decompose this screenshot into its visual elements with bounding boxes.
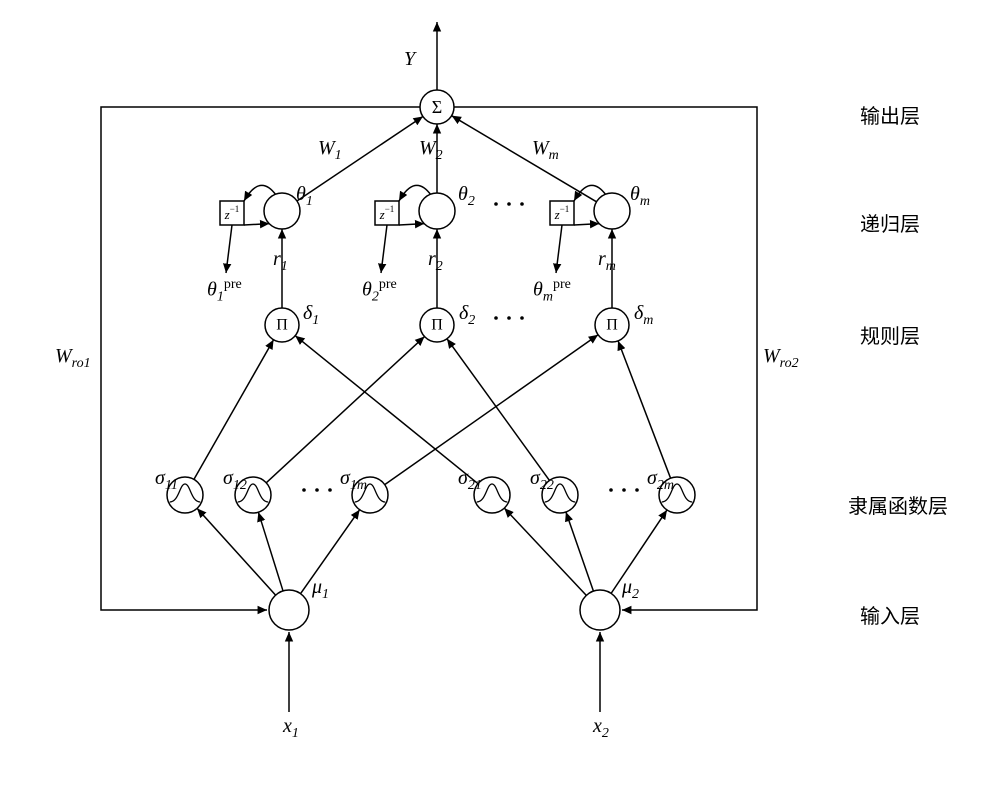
edge-thetapre bbox=[556, 225, 562, 273]
edge bbox=[385, 335, 598, 485]
label-s1m: σ1m bbox=[340, 467, 367, 494]
layer-label-input: 输入层 bbox=[860, 600, 920, 629]
label-d1: δ1 bbox=[303, 302, 319, 329]
node-input1 bbox=[269, 590, 309, 630]
label-s2m: σ2m bbox=[647, 467, 674, 494]
edge-r bbox=[244, 224, 269, 225]
edge bbox=[301, 510, 360, 594]
label-t2pre: θ2pre bbox=[362, 277, 397, 306]
edge-wro1 bbox=[101, 107, 420, 610]
ellipsis-dot bbox=[302, 488, 306, 492]
pi-symbol: Π bbox=[276, 317, 288, 334]
layer-label-membership: 隶属函数层 bbox=[848, 490, 948, 519]
label-Y: Y bbox=[404, 48, 415, 71]
edge bbox=[295, 336, 478, 484]
ellipsis-dot bbox=[507, 316, 511, 320]
ellipsis-dot bbox=[520, 316, 524, 320]
ellipsis-dot bbox=[635, 488, 639, 492]
edge bbox=[194, 340, 274, 480]
node-theta2 bbox=[419, 193, 455, 229]
label-Wro2: Wro2 bbox=[763, 345, 799, 372]
ellipsis-dot bbox=[494, 202, 498, 206]
label-rm: rm bbox=[598, 248, 616, 275]
edge-r bbox=[574, 224, 599, 225]
pi-symbol: Π bbox=[606, 317, 618, 334]
label-s22: σ22 bbox=[530, 467, 554, 494]
pi-symbol: Π bbox=[431, 317, 443, 334]
label-x2: x2 bbox=[593, 715, 609, 742]
label-thetam: θm bbox=[630, 183, 650, 210]
edge bbox=[618, 341, 671, 478]
node-input2 bbox=[580, 590, 620, 630]
edge-thetapre bbox=[381, 225, 387, 273]
edge-wro2 bbox=[454, 107, 757, 610]
label-s12: σ12 bbox=[223, 467, 247, 494]
diagram-container: Σz−1z−1z−1ΠΠΠ 输出层 递归层 规则层 隶属函数层 输入层 YW1W… bbox=[0, 0, 1000, 790]
label-t1pre: θ1pre bbox=[207, 277, 242, 306]
ellipsis-dot bbox=[315, 488, 319, 492]
label-tmpre: θmpre bbox=[533, 277, 571, 306]
sum-symbol: Σ bbox=[432, 97, 442, 117]
ellipsis-dot bbox=[520, 202, 524, 206]
edge bbox=[566, 512, 594, 591]
label-r2: r2 bbox=[428, 248, 443, 275]
ellipsis-dot bbox=[609, 488, 613, 492]
label-Wro1: Wro1 bbox=[55, 345, 91, 372]
label-r1: r1 bbox=[273, 248, 288, 275]
diagram-svg: Σz−1z−1z−1ΠΠΠ bbox=[0, 0, 1000, 790]
label-s21: σ21 bbox=[458, 467, 482, 494]
label-s11: σ11 bbox=[155, 467, 178, 494]
label-theta2: θ2 bbox=[458, 183, 475, 210]
edge-thetapre bbox=[226, 225, 232, 273]
edge bbox=[258, 512, 283, 591]
edge bbox=[447, 339, 549, 481]
layer-label-rule: 规则层 bbox=[860, 320, 920, 349]
node-thetam bbox=[594, 193, 630, 229]
label-d2: δ2 bbox=[459, 302, 475, 329]
label-dm: δm bbox=[634, 302, 653, 329]
label-theta1: θ1 bbox=[296, 183, 313, 210]
label-W1: W1 bbox=[318, 137, 342, 164]
edge bbox=[504, 508, 586, 595]
label-Wm: Wm bbox=[532, 137, 559, 164]
ellipsis-dot bbox=[507, 202, 511, 206]
label-x1: x1 bbox=[283, 715, 299, 742]
ellipsis-dot bbox=[494, 316, 498, 320]
ellipsis-dot bbox=[328, 488, 332, 492]
edge bbox=[611, 510, 667, 593]
edge bbox=[266, 337, 424, 483]
node-theta1 bbox=[264, 193, 300, 229]
edge bbox=[197, 508, 276, 595]
label-mu2: μ2 bbox=[622, 576, 639, 603]
edge-r bbox=[399, 224, 424, 225]
label-mu1: μ1 bbox=[312, 576, 329, 603]
edge bbox=[297, 116, 423, 200]
layer-label-output: 输出层 bbox=[860, 100, 920, 129]
layer-label-recurrent: 递归层 bbox=[860, 208, 920, 237]
ellipsis-dot bbox=[622, 488, 626, 492]
label-W2: W2 bbox=[419, 137, 443, 164]
